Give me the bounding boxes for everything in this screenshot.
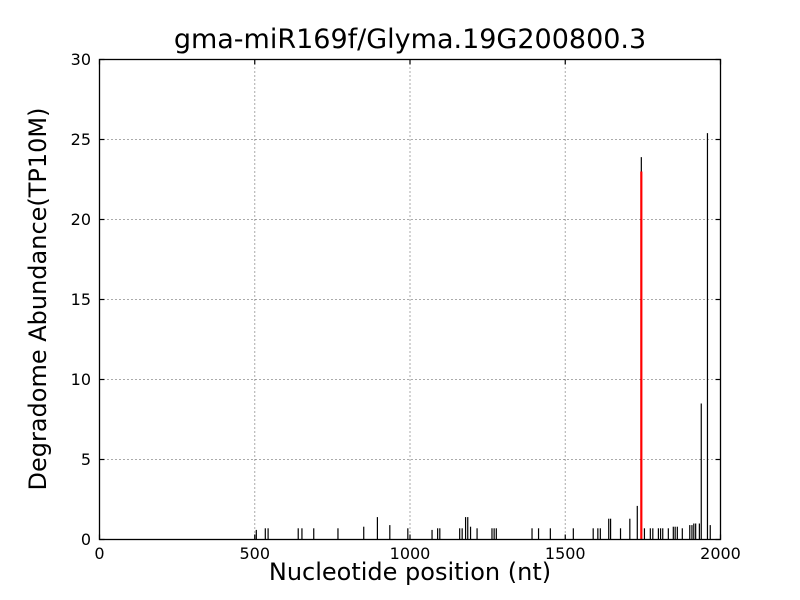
- y-tick-label: 25: [70, 129, 91, 149]
- chart-title: gma-miR169f/Glyma.19G200800.3: [173, 24, 647, 55]
- x-tick-label: 2000: [700, 544, 741, 563]
- y-tick-label: 5: [80, 449, 91, 469]
- x-tick-label: 1000: [389, 544, 431, 563]
- y-tick-label: 15: [70, 289, 91, 309]
- y-tick-label: 30: [70, 49, 91, 69]
- x-tick-label: 0: [94, 544, 105, 563]
- x-axis-label: Nucleotide position (nt): [268, 558, 552, 586]
- y-tick-label: 20: [70, 209, 91, 229]
- y-tick-label: 10: [70, 369, 91, 389]
- y-tick-label: 0: [80, 529, 91, 549]
- x-tick-label: 1500: [544, 544, 586, 563]
- x-tick-label: 500: [239, 544, 271, 563]
